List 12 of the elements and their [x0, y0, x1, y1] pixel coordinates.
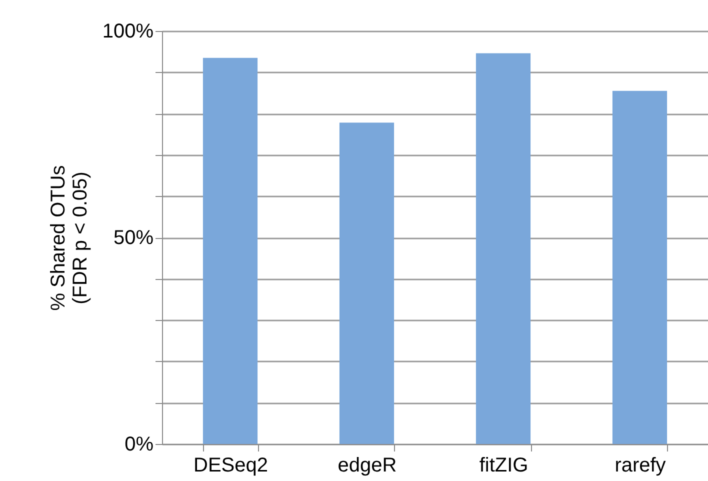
bar — [476, 53, 531, 444]
x-tick-label: fitZIG — [479, 454, 528, 476]
x-tick-label: rarefy — [614, 454, 666, 476]
bar — [612, 90, 668, 444]
y-tick-label: 100% — [102, 20, 154, 42]
y-tick-label: 50% — [113, 227, 154, 249]
bar — [202, 58, 258, 444]
bar — [339, 122, 394, 444]
y-tick-label: 0% — [124, 434, 154, 456]
x-tick-label: edgeR — [338, 454, 397, 476]
y-axis-title: % Shared OTUs (FDR p < 0.05) — [47, 165, 92, 311]
x-tick-label: DESeq2 — [194, 454, 268, 476]
